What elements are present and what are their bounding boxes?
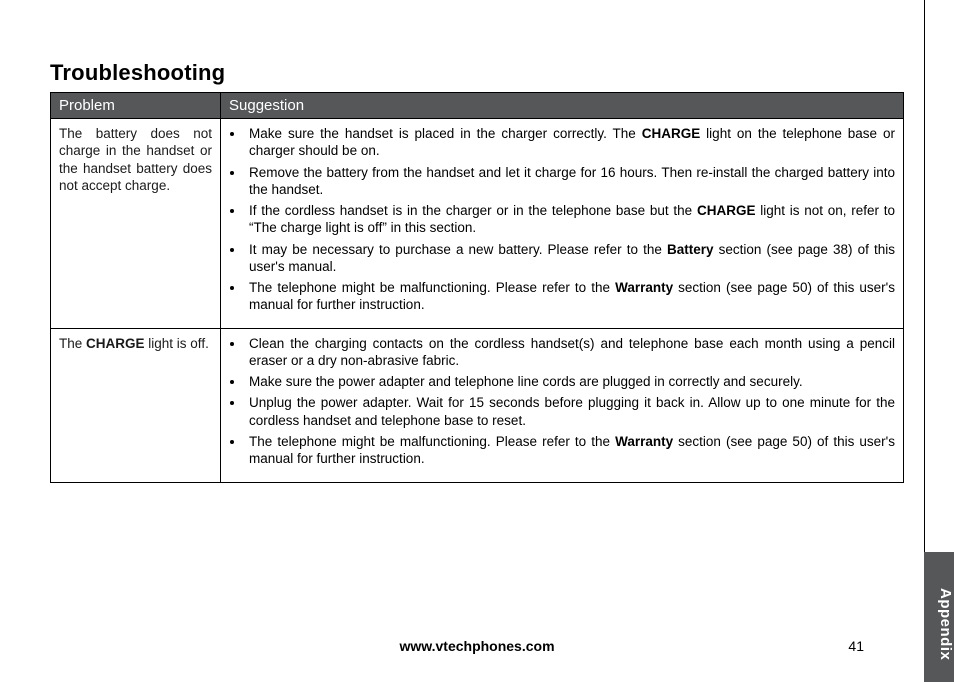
suggestion-item: Remove the battery from the handset and … <box>245 164 895 199</box>
suggestion-item: Make sure the handset is placed in the c… <box>245 125 895 160</box>
page-footer: www.vtechphones.com 41 <box>50 638 904 654</box>
suggestion-list: Make sure the handset is placed in the c… <box>229 125 895 314</box>
suggestion-list: Clean the charging contacts on the cordl… <box>229 335 895 468</box>
column-header-problem: Problem <box>51 93 221 119</box>
problem-cell: The CHARGE light is off. <box>51 328 221 482</box>
table-row: The battery does not charge in the hands… <box>51 119 904 329</box>
table-body: The battery does not charge in the hands… <box>51 119 904 483</box>
page-content: Troubleshooting Problem Suggestion The b… <box>50 60 904 483</box>
footer-url: www.vtechphones.com <box>50 638 904 654</box>
side-tab-appendix: Appendix <box>924 552 954 682</box>
suggestion-item: The telephone might be malfunctioning. P… <box>245 433 895 468</box>
suggestion-item: Unplug the power adapter. Wait for 15 se… <box>245 394 895 429</box>
troubleshooting-table: Problem Suggestion The battery does not … <box>50 92 904 483</box>
suggestion-item: The telephone might be malfunctioning. P… <box>245 279 895 314</box>
column-header-suggestion: Suggestion <box>221 93 904 119</box>
suggestion-item: Clean the charging contacts on the cordl… <box>245 335 895 370</box>
page-title: Troubleshooting <box>50 60 904 86</box>
suggestion-item: It may be necessary to purchase a new ba… <box>245 241 895 276</box>
suggestion-cell: Make sure the handset is placed in the c… <box>221 119 904 329</box>
page-number: 41 <box>848 638 864 654</box>
table-row: The CHARGE light is off. Clean the chargi… <box>51 328 904 482</box>
problem-cell: The battery does not charge in the hands… <box>51 119 221 329</box>
suggestion-item: Make sure the power adapter and telephon… <box>245 373 895 390</box>
suggestion-cell: Clean the charging contacts on the cordl… <box>221 328 904 482</box>
suggestion-item: If the cordless handset is in the charge… <box>245 202 895 237</box>
